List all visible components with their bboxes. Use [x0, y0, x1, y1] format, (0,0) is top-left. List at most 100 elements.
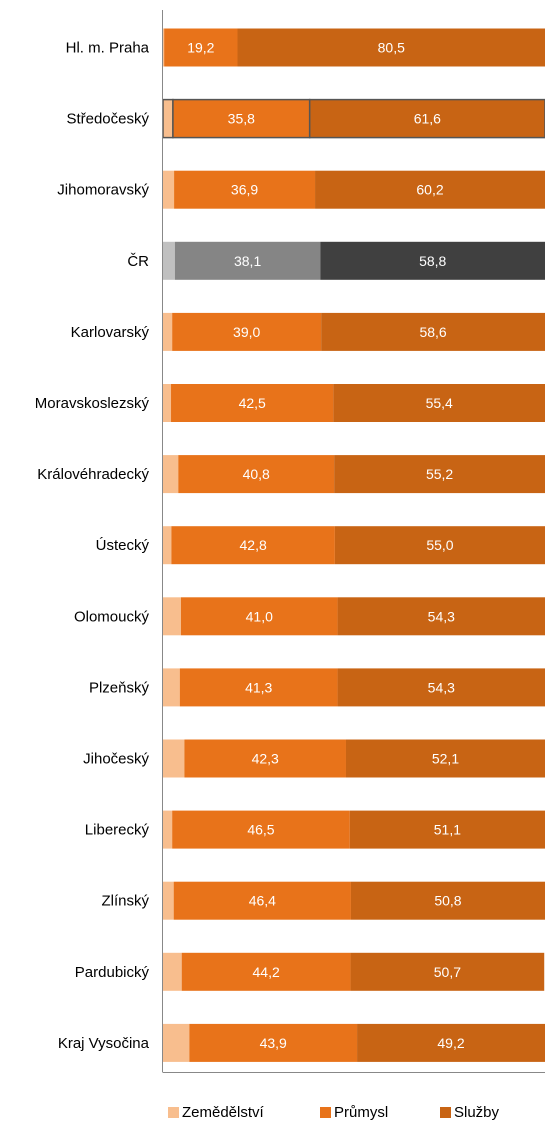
bar-pardubicky-sluzby [350, 952, 545, 991]
category-label-plzensky: Plzeňský [89, 679, 150, 696]
bar-plzensky-prumysl [179, 668, 338, 707]
data-label-cr-sluzby: 58,8 [419, 253, 446, 269]
legend-label-zemedelstvi: Zemědělství [182, 1104, 264, 1121]
category-label-karlovarsky: Karlovarský [71, 324, 150, 341]
category-label-jihomoravsky: Jihomoravský [57, 182, 149, 199]
bar-plzensky-zemedelstvi [163, 668, 180, 707]
data-label-pardubicky-prumysl: 44,2 [253, 964, 280, 980]
data-label-moravskoslezsky-sluzby: 55,4 [426, 395, 453, 411]
value-labels-group: 19,2 80,5 35,8 61,6 36,9 60,2 38,1 58,8 39,0 58,6… [187, 40, 465, 1051]
bars-group [162, 28, 545, 1062]
bar-kraj-vysocina-zemedelstvi [163, 1023, 190, 1062]
bar-zlinsky-prumysl [173, 881, 351, 920]
data-label-plzensky-prumysl: 41,3 [245, 679, 272, 695]
bar-karlovarsky-sluzby [321, 312, 545, 351]
category-label-jihocesky: Jihočeský [83, 751, 149, 768]
bar-karlovarsky-prumysl [172, 312, 322, 351]
category-label-cr: ČR [127, 253, 149, 270]
data-label-moravskoslezsky-prumysl: 42,5 [239, 395, 266, 411]
bar-ustecky-sluzby [334, 526, 545, 565]
bar-olomoucky-sluzby [337, 597, 545, 636]
bar-moravskoslezsky-sluzby [333, 384, 545, 422]
data-label-karlovarsky-prumysl: 39,0 [233, 324, 260, 340]
bar-olomoucky-prumysl [180, 597, 338, 636]
data-label-hl-m-praha-sluzby: 80,5 [378, 40, 405, 56]
category-label-stredocesky: Středočeský [66, 111, 149, 128]
legend-item-prumysl: Průmysl [320, 1104, 388, 1121]
category-label-moravskoslezsky: Moravskoslezský [35, 395, 150, 412]
category-label-kraj-vysocina: Kraj Vysočina [58, 1035, 150, 1052]
bar-jihocesky-prumysl [184, 739, 346, 778]
data-label-jihocesky-prumysl: 42,3 [252, 751, 279, 767]
bar-stredocesky-zemedelstvi [162, 98, 174, 139]
bar-olomoucky-zemedelstvi [163, 597, 181, 636]
data-label-olomoucky-prumysl: 41,0 [246, 608, 273, 624]
bar-jihomoravsky-prumysl [174, 170, 316, 209]
bar-cr-prumysl [174, 241, 321, 280]
data-label-jihomoravsky-prumysl: 36,9 [231, 182, 258, 198]
bar-liberecky-prumysl [172, 810, 350, 849]
data-label-liberecky-sluzby: 51,1 [434, 822, 461, 838]
data-label-ustecky-prumysl: 42,8 [240, 537, 267, 553]
data-label-stredocesky-sluzby: 61,6 [414, 111, 441, 127]
category-label-olomoucky: Olomoucký [74, 608, 150, 625]
bar-liberecky-sluzby [349, 810, 545, 849]
legend-item-zemedelstvi: Zemědělství [168, 1104, 264, 1121]
stacked-bar-chart: Hl. m. Praha Středočeský Jihomoravský ČR Kar… [35, 10, 545, 1073]
bar-kralovehradecky-prumysl [178, 455, 335, 494]
bar-cr-sluzby [320, 241, 545, 280]
data-label-cr-prumysl: 38,1 [234, 253, 261, 269]
legend-swatch-prumysl [320, 1107, 331, 1118]
bar-jihocesky-sluzby [345, 739, 545, 778]
bar-karlovarsky-zemedelstvi [163, 312, 173, 351]
bar-cr-zemedelstvi [163, 241, 175, 280]
bar-jihocesky-zemedelstvi [163, 739, 185, 778]
data-label-kralovehradecky-sluzby: 55,2 [426, 466, 453, 482]
legend-label-prumysl: Průmysl [334, 1104, 389, 1121]
bar-kraj-vysocina-sluzby [357, 1023, 545, 1062]
legend-swatch-zemedelstvi [168, 1107, 179, 1118]
data-label-kraj-vysocina-sluzby: 49,2 [437, 1035, 464, 1051]
bar-kralovehradecky-zemedelstvi [163, 455, 179, 494]
legend: Zemědělství Průmysl Služby [0, 1100, 545, 1124]
data-label-jihocesky-sluzby: 52,1 [432, 751, 459, 767]
bar-ustecky-prumysl [171, 526, 335, 565]
bar-zlinsky-sluzby [350, 881, 545, 920]
bar-zlinsky-zemedelstvi [163, 881, 174, 920]
data-label-hl-m-praha-prumysl: 19,2 [187, 40, 214, 56]
data-label-jihomoravsky-sluzby: 60,2 [416, 182, 443, 198]
data-label-zlinsky-prumysl: 46,4 [249, 893, 276, 909]
category-label-zlinsky: Zlínský [101, 893, 149, 910]
bar-stredocesky-prumysl [172, 98, 311, 139]
legend-label-sluzby: Služby [454, 1104, 500, 1121]
category-labels-group: Hl. m. Praha Středočeský Jihomoravský ČR Kar… [35, 40, 150, 1052]
bar-jihomoravsky-sluzby [315, 170, 545, 209]
data-label-stredocesky-prumysl: 35,8 [228, 111, 255, 127]
data-label-pardubicky-sluzby: 50,7 [434, 964, 461, 980]
data-label-kraj-vysocina-prumysl: 43,9 [260, 1035, 287, 1051]
bar-liberecky-zemedelstvi [163, 810, 173, 849]
bar-stredocesky-sluzby [308, 98, 545, 139]
legend-item-sluzby: Služby [440, 1104, 499, 1121]
bar-pardubicky-zemedelstvi [163, 952, 182, 991]
category-label-hl-m-praha: Hl. m. Praha [66, 40, 150, 57]
category-label-ustecky: Ústecký [96, 537, 150, 554]
category-label-kralovehradecky: Královéhradecký [37, 466, 149, 483]
data-label-ustecky-sluzby: 55,0 [426, 537, 453, 553]
bar-pardubicky-prumysl [181, 952, 351, 991]
bar-moravskoslezsky-zemedelstvi [163, 384, 172, 422]
category-label-pardubicky: Pardubický [75, 964, 150, 981]
bar-ustecky-zemedelstvi [163, 526, 172, 565]
bar-moravskoslezsky-prumysl [171, 384, 334, 422]
bar-jihomoravsky-zemedelstvi [163, 170, 175, 209]
category-label-liberecky: Liberecký [85, 822, 150, 839]
bar-hl-m-praha-zemedelstvi [163, 28, 165, 67]
data-label-kralovehradecky-prumysl: 40,8 [243, 466, 270, 482]
data-label-liberecky-prumysl: 46,5 [247, 822, 274, 838]
data-label-plzensky-sluzby: 54,3 [428, 679, 455, 695]
bar-hl-m-praha-prumysl [164, 28, 238, 67]
bar-hl-m-praha-sluzby [237, 28, 545, 67]
data-label-karlovarsky-sluzby: 58,6 [419, 324, 446, 340]
bar-plzensky-sluzby [337, 668, 545, 707]
data-label-olomoucky-sluzby: 54,3 [428, 608, 455, 624]
